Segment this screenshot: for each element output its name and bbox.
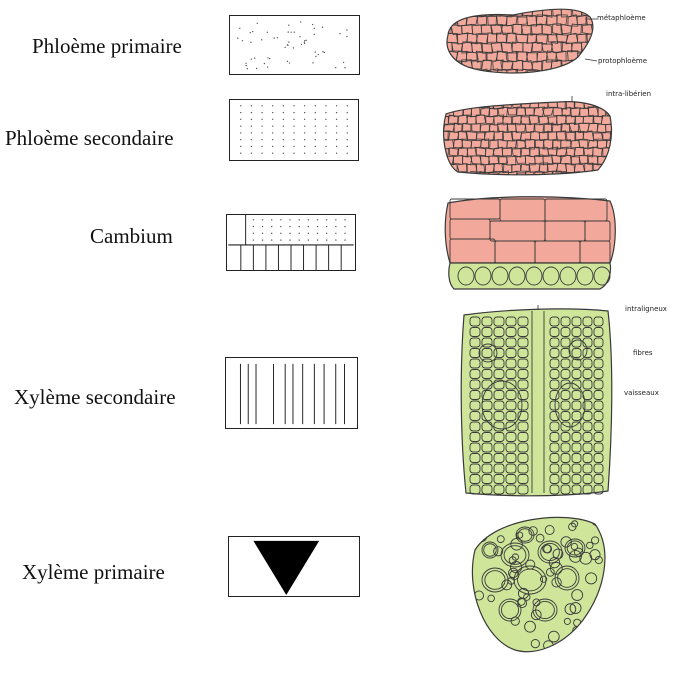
annot-intra-liberien: intra-libérien [606, 90, 652, 98]
annot-intraligneux: intraligneux [625, 305, 667, 313]
annot-vaisseaux: vaisseaux [624, 389, 659, 397]
tissue-xyleme-secondaire [458, 305, 623, 500]
annot-fibres: fibres [633, 349, 653, 357]
tissue-phloeme-primaire [438, 5, 598, 80]
label-phloeme-secondaire: Phloème secondaire [5, 126, 174, 150]
symbol-xyleme-secondaire [225, 357, 358, 429]
annot-metaphloeme: métaphloème [597, 14, 646, 22]
label-xyleme-secondaire: Xylème secondaire [14, 385, 176, 409]
symbol-phloeme-secondaire [229, 99, 359, 161]
label-xyleme-primaire: Xylème primaire [22, 560, 165, 584]
tissue-cambium [440, 193, 620, 293]
symbol-cambium [226, 214, 356, 271]
tissue-phloeme-secondaire [438, 96, 618, 178]
label-phloeme-primaire: Phloème primaire [32, 34, 182, 58]
symbol-phloeme-primaire [229, 15, 360, 75]
leader-lines-1 [585, 18, 598, 62]
label-cambium: Cambium [90, 224, 173, 248]
tissue-xyleme-primaire [455, 510, 620, 660]
symbol-xyleme-primaire [228, 536, 360, 597]
annot-protophloeme: protophloème [598, 57, 648, 65]
xylem-primary-triangle [253, 540, 320, 596]
